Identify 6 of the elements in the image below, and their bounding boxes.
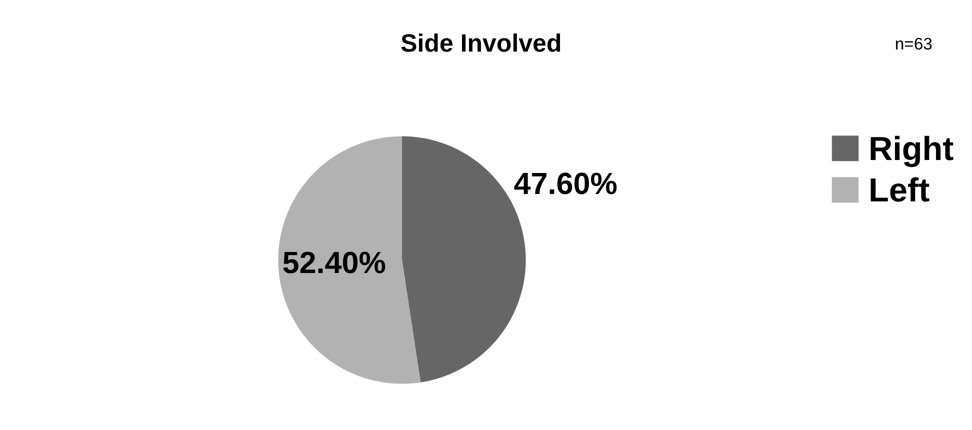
legend-label: Left: [870, 177, 930, 202]
data-label: 47.60%: [514, 172, 617, 194]
data-label: 52.40%: [283, 252, 386, 274]
text: n=63: [896, 38, 932, 50]
legend-label: Right: [870, 136, 954, 168]
chart-title: Side Involved: [401, 34, 560, 52]
